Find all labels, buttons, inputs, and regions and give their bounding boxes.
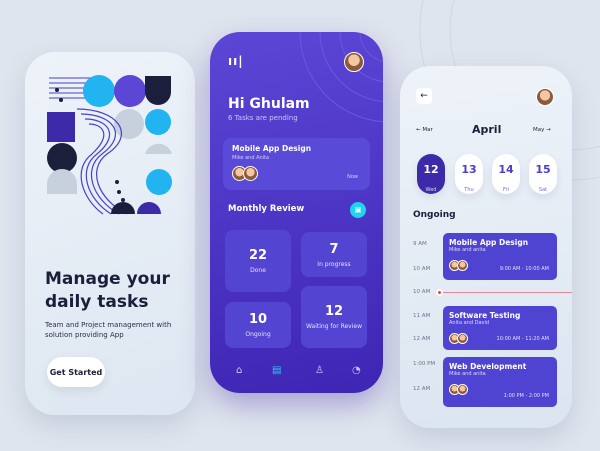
calendar-screen: ← ← Mar April May → 12 Wed 13 Thu 14 Fri 15… (400, 66, 572, 428)
calendar-icon[interactable]: ▣ (350, 202, 366, 218)
onboarding-subtitle: Team and Project management with solutio… (45, 321, 172, 339)
time-label: 12 AM (413, 336, 431, 342)
time-label: 9 AM (413, 241, 427, 247)
back-button[interactable]: ← (416, 88, 432, 104)
event-card[interactable]: Mobile App Design Mike and anita 9:00 AM -… (443, 233, 557, 280)
time-label: 10 AM (413, 266, 431, 272)
stat-ongoing[interactable]: 10 Ongoing (225, 302, 291, 348)
logo-icon: ıı| (228, 54, 244, 68)
greeting: Hi Ghulam (228, 96, 310, 112)
event-card[interactable]: Web Development Mike and anita 1:00 PM - 2… (443, 357, 557, 407)
stat-waiting[interactable]: 12 Waiting for Review (301, 286, 367, 348)
avatar[interactable] (536, 88, 554, 106)
prev-month[interactable]: ← Mar (416, 127, 433, 133)
task-card[interactable]: Mobile App Design Mike and Anita Now (223, 138, 370, 190)
month-title: April (472, 123, 502, 136)
pending-text: 6 Tasks are pending (228, 114, 298, 122)
section-title: Ongoing (413, 210, 456, 220)
time-label: 12 AM (413, 386, 431, 392)
current-time-line (437, 292, 572, 293)
avatar[interactable] (344, 52, 364, 72)
get-started-button[interactable]: Get Started (47, 357, 105, 387)
time-label: 11 AM (413, 313, 431, 319)
event-card[interactable]: Software Testing Anita and David 10:00 AM … (443, 306, 557, 350)
task-title: Mobile App Design (232, 144, 312, 153)
day-15[interactable]: 15 Sat (529, 154, 557, 194)
onboarding-screen: Manage your daily tasks Team and Project… (25, 52, 195, 415)
task-status: Now (347, 174, 358, 180)
next-month[interactable]: May → (533, 127, 551, 133)
day-13[interactable]: 13 Thu (455, 154, 483, 194)
stat-in-progress[interactable]: 7 In progress (301, 232, 367, 277)
user-icon[interactable]: ♙ (315, 365, 324, 376)
section-title: Monthly Review (228, 204, 305, 214)
member-avatars (232, 166, 258, 185)
task-members: Mike and Anita (232, 155, 270, 161)
day-12[interactable]: 12 Wed (417, 154, 445, 194)
stat-done[interactable]: 22 Done (225, 230, 291, 292)
onboarding-title: Manage your daily tasks (45, 269, 170, 312)
home-screen: ıı| Hi Ghulam 6 Tasks are pending Mobile… (210, 32, 383, 393)
document-icon[interactable]: ▤ (272, 365, 282, 376)
hero-illustration (47, 75, 172, 215)
time-label: 1:00 PM (413, 361, 436, 367)
home-icon[interactable]: ⌂ (236, 365, 243, 376)
bell-icon[interactable]: ◔ (352, 365, 361, 376)
time-label: 10 AM (413, 289, 431, 295)
day-14[interactable]: 14 Fri (492, 154, 520, 194)
current-time-dot (436, 289, 443, 296)
